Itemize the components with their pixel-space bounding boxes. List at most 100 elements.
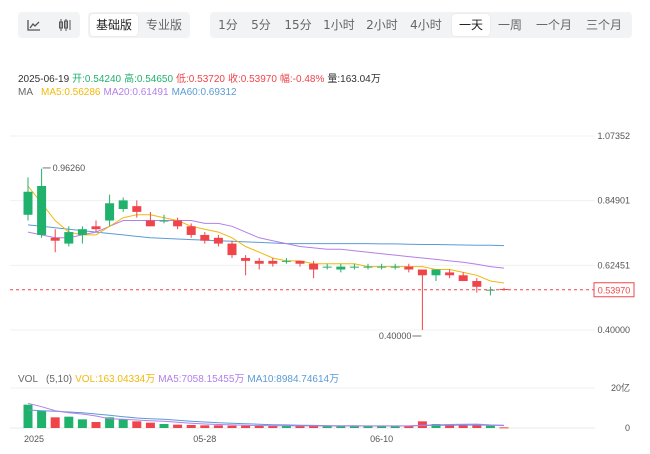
candle (472, 278, 482, 293)
candle-body (363, 266, 373, 268)
price-axis-label: 1.07352 (597, 131, 630, 141)
candle (50, 229, 60, 253)
candle-body (254, 260, 264, 264)
info-close: 收:0.53970 (227, 74, 277, 85)
basic-version-button[interactable]: 基础版 (90, 14, 138, 36)
volume-bar (309, 426, 319, 428)
candle (254, 257, 264, 270)
candle (145, 211, 155, 227)
volume-bars (23, 404, 509, 429)
candle-body (295, 260, 305, 264)
candle-body (213, 237, 223, 244)
vol-label: VOL (18, 374, 39, 385)
volume-bar (485, 425, 495, 428)
candle (91, 220, 101, 233)
volume-info: VOL (5,10) VOL:163.04334万 MA5:7058.15455万 MA… (18, 370, 342, 385)
period-selector: 1分 5分 15分 1小时 2小时 4小时 一天 一周 一个月 三个月 (210, 12, 632, 38)
volume-axis-label: 20亿 (611, 382, 630, 393)
candle (213, 234, 223, 247)
vol-ma5-line (27, 402, 505, 427)
candle (309, 260, 319, 279)
candle (458, 272, 468, 282)
candle (417, 269, 427, 330)
volume-bar (132, 421, 142, 428)
period-4h[interactable]: 4小时 (410, 18, 442, 32)
volume-bar (404, 426, 414, 428)
volume-bar (23, 404, 33, 428)
candle-body (349, 266, 359, 268)
pro-version-button[interactable]: 专业版 (145, 18, 182, 32)
candle-body (390, 266, 400, 268)
candle (336, 263, 346, 273)
candle-body (445, 272, 455, 276)
volume-bar (254, 426, 264, 428)
ma-lines (27, 185, 505, 284)
candle-body (105, 203, 115, 221)
volume-bar (145, 422, 155, 428)
volume-bar (37, 410, 47, 428)
candle (64, 226, 74, 247)
volume-bar (281, 426, 291, 428)
period-1m[interactable]: 1分 (218, 18, 238, 32)
candle-body (241, 257, 251, 261)
candle-body (186, 226, 196, 235)
volume-bar (431, 424, 441, 428)
candle (200, 232, 210, 244)
price-axis-label: 0.84901 (597, 196, 630, 206)
candle-body (377, 266, 387, 268)
volume-ma-lines (27, 402, 505, 427)
ma20-value: MA20:0.61491 (103, 87, 169, 98)
candle-body (77, 229, 87, 235)
vol-ma5-value: MA5:7058.15455万 (158, 374, 245, 385)
candle-body (64, 232, 74, 244)
info-change: 幅:-0.48% (279, 74, 325, 85)
chart-toolbar: 基础版 专业版 1分 5分 15分 1小时 2小时 4小时 一天 一周 一个月 … (0, 0, 650, 50)
volume-bar (268, 426, 278, 428)
period-3mon[interactable]: 三个月 (585, 18, 622, 32)
period-1w[interactable]: 一周 (497, 18, 522, 32)
candle-body (431, 269, 441, 276)
volume-bar (213, 425, 223, 428)
candle (404, 263, 414, 273)
period-1h[interactable]: 1小时 (323, 18, 355, 32)
period-15m[interactable]: 15分 (284, 18, 312, 32)
candle (322, 263, 332, 270)
candle (159, 214, 169, 224)
volume-bar (390, 426, 400, 428)
candle-body (227, 243, 237, 256)
period-5m[interactable]: 5分 (251, 18, 271, 32)
volume-bar (77, 419, 87, 428)
candle (485, 286, 495, 296)
candle-body (132, 206, 142, 212)
candle-body (336, 266, 346, 270)
candle-body (458, 275, 468, 282)
vol-value: VOL:163.04334万 (75, 374, 156, 385)
candle-body (91, 226, 101, 230)
ma5-line (27, 185, 505, 284)
candle-body (322, 266, 332, 268)
period-2h[interactable]: 2小时 (366, 18, 398, 32)
period-1d[interactable]: 一天 (452, 14, 490, 36)
candle (377, 263, 387, 270)
price-axis-label: 0.40000 (597, 325, 630, 335)
candle (363, 263, 373, 270)
candle-body (404, 266, 414, 270)
volume-bar (445, 424, 455, 428)
volume-bar (200, 425, 210, 428)
candlestick-button[interactable] (49, 12, 80, 38)
candle-body (159, 220, 169, 222)
volume-bar (118, 419, 128, 428)
volume-bar (336, 426, 346, 428)
ma-info: MA MA5:0.56286 MA20:0.61491 MA60:0.69312 (18, 87, 240, 98)
info-volume: 量:163.04万 (327, 74, 381, 85)
line-chart-button[interactable] (18, 12, 49, 38)
candle (132, 200, 142, 218)
ohlc-info: 2025-06-19 开:0.54240 高:0.54650 低:0.53720 收:0… (18, 70, 384, 85)
volume-bar (349, 426, 359, 428)
candle (390, 263, 400, 270)
grid-lines (10, 135, 595, 429)
x-axis-label: 06-10 (370, 434, 393, 444)
info-open: 开:0.54240 (72, 74, 122, 85)
period-1mon[interactable]: 一个月 (535, 18, 572, 32)
